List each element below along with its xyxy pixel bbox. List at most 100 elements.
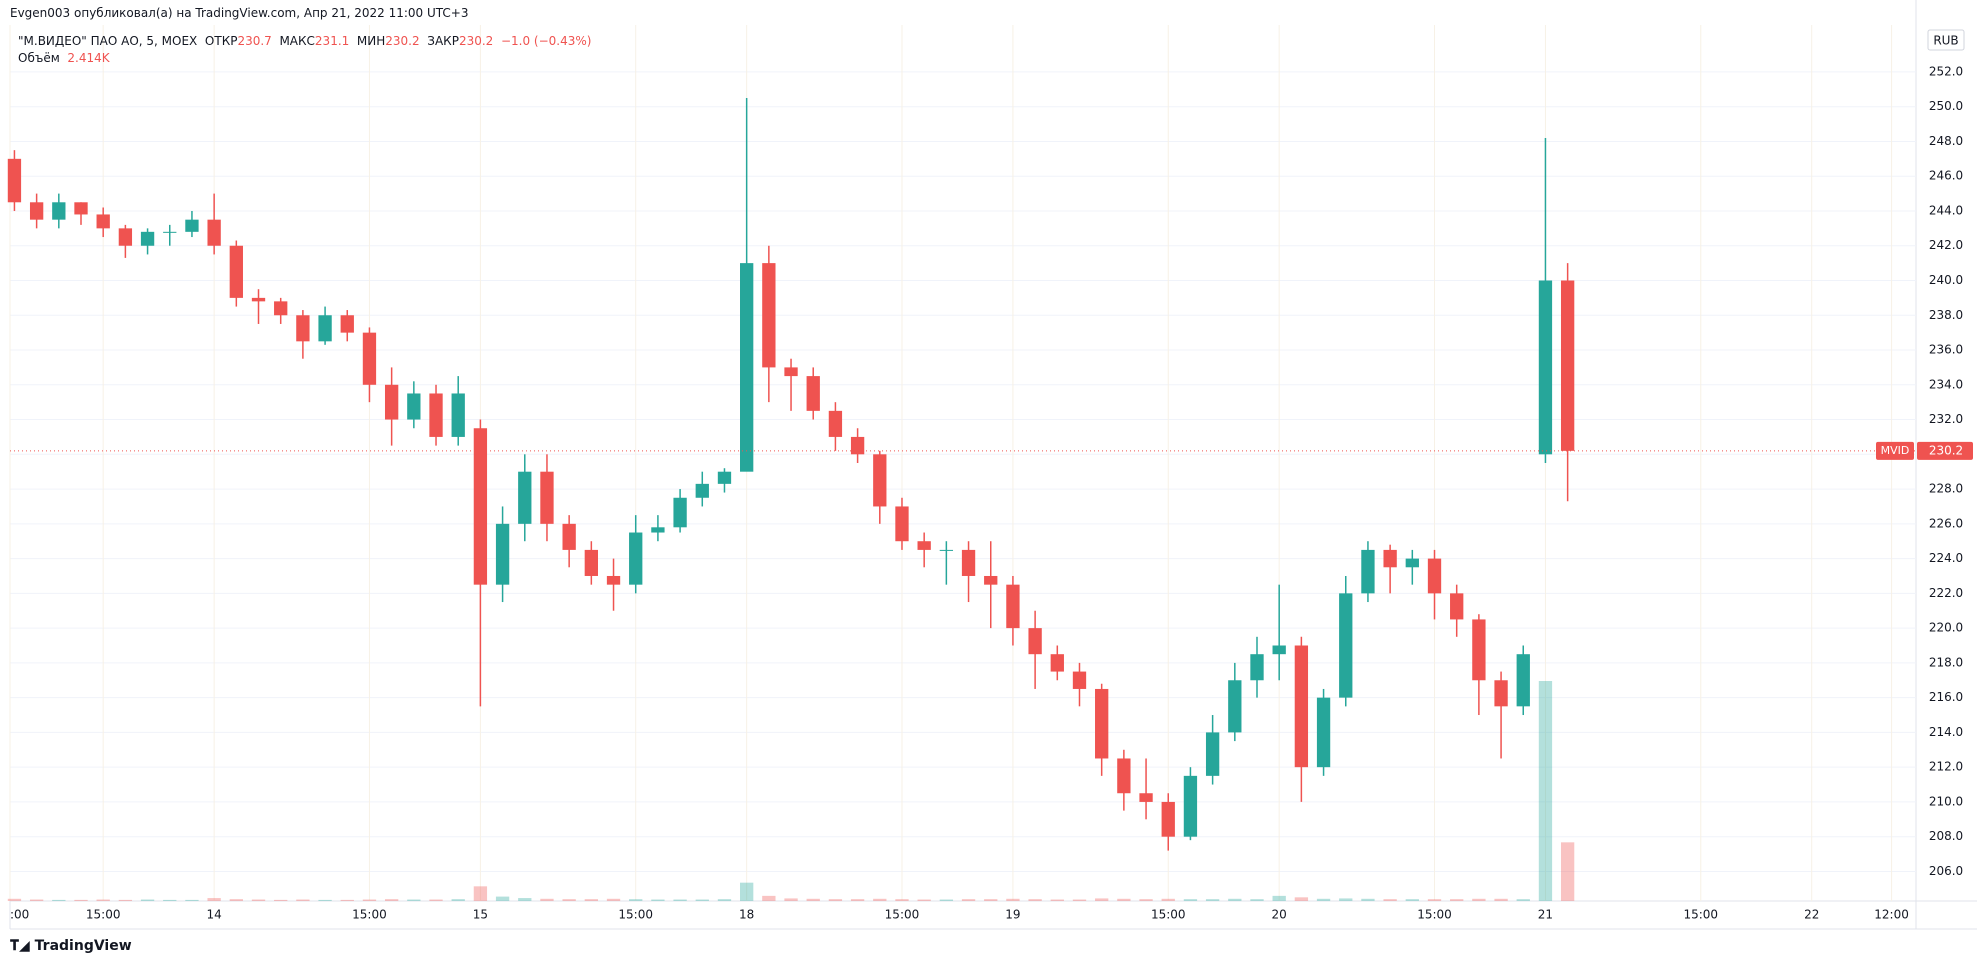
candle-body — [1383, 549, 1397, 568]
x-tick-label: 21 — [1538, 908, 1553, 922]
logo: 𝐓◢ — [10, 938, 30, 954]
volume-bar — [562, 899, 576, 901]
volume-bar — [850, 899, 865, 901]
candle-body — [651, 527, 665, 533]
volume-bar — [7, 898, 22, 901]
y-tick-label: 244.0 — [1929, 203, 1963, 217]
volume-bar — [1472, 898, 1486, 901]
candle-body — [1161, 801, 1175, 837]
brand: TradingView — [34, 938, 132, 954]
y-tick-label: 212.0 — [1929, 760, 1963, 774]
volume-bar — [251, 899, 266, 901]
volume-bar — [540, 898, 554, 901]
volume-bar — [806, 898, 820, 901]
y-tick-label: 222.0 — [1929, 586, 1963, 600]
y-tick-label: 210.0 — [1929, 794, 1963, 808]
candle-body — [695, 483, 709, 498]
candle-body — [473, 428, 488, 585]
volume-bar — [606, 898, 621, 901]
candle-body — [629, 532, 643, 585]
volume-bar — [318, 899, 332, 901]
candle-body — [1250, 654, 1264, 681]
volume-bar — [673, 899, 687, 901]
y-tick-label: 240.0 — [1929, 273, 1963, 287]
candle-body — [1272, 645, 1286, 655]
candle-body — [917, 541, 931, 550]
candle-body — [163, 231, 177, 233]
volume-bar — [1228, 898, 1242, 901]
close-value: 230.2 — [458, 34, 494, 48]
volume-bar — [784, 898, 798, 901]
y-tick-label: 224.0 — [1929, 551, 1963, 565]
candle-body — [251, 297, 266, 302]
y-tick-label: 214.0 — [1929, 725, 1963, 739]
x-tick-label: 15:00 — [1151, 908, 1186, 922]
volume-bar — [384, 899, 399, 901]
candle-body — [407, 393, 421, 420]
volume-bar — [74, 899, 88, 901]
candle-body — [606, 575, 621, 585]
x-tick-label: 15:00 — [885, 908, 920, 922]
candle-body — [1095, 688, 1109, 759]
footer-brand[interactable]: 𝐓◢ TradingView — [10, 938, 132, 954]
candle-body — [584, 549, 598, 576]
candle-body — [1538, 280, 1553, 455]
y-tick-label: 216.0 — [1929, 690, 1963, 704]
candle-body — [1205, 732, 1220, 776]
y-tick-label: 226.0 — [1929, 516, 1963, 530]
candle-body — [1316, 697, 1331, 768]
volume-bar — [96, 899, 110, 901]
y-tick-label: 218.0 — [1929, 655, 1963, 669]
candle-body — [52, 202, 66, 220]
candle-body — [850, 436, 865, 455]
y-tick-label: 236.0 — [1929, 343, 1963, 357]
volume-bar — [1294, 897, 1309, 901]
open-label: ОТКР — [204, 34, 238, 48]
candle-body — [74, 202, 88, 215]
candle-body — [118, 228, 133, 246]
candle-body — [274, 301, 288, 316]
high-value: 231.1 — [314, 34, 350, 48]
candle-body — [1028, 628, 1042, 655]
symbol-tag — [1876, 441, 1914, 460]
volume-bar — [873, 898, 887, 901]
volume-bar — [828, 899, 843, 901]
y-tick-label: 252.0 — [1929, 64, 1963, 78]
volume-bar — [1139, 899, 1153, 901]
legend-row: "М.ВИДЕО" ПАО АО, 5, MOEX ОТКР230.7 МАКС… — [18, 34, 591, 48]
volume-bar — [451, 899, 465, 901]
candle-body — [1427, 558, 1442, 594]
volume-bar — [895, 899, 909, 901]
y-tick-label: 250.0 — [1929, 99, 1963, 113]
volume-bar — [274, 899, 288, 901]
x-tick-label: 15:00 — [618, 908, 653, 922]
volume-bar — [1538, 681, 1553, 901]
volume-bar — [518, 898, 532, 901]
candle-body — [1339, 593, 1353, 698]
candle-body — [740, 263, 754, 472]
x-tick-label: 15:00 — [86, 908, 121, 922]
candle-body — [984, 575, 998, 585]
candle-body — [939, 549, 954, 551]
candle-body — [784, 367, 798, 377]
volume-bar — [29, 899, 44, 901]
candle-body — [961, 549, 976, 576]
candle-body — [185, 219, 199, 232]
candle-body — [1405, 558, 1419, 568]
candle-body — [1183, 775, 1198, 837]
volume-bar — [118, 899, 133, 901]
change: −1.0 (−0.43%) — [500, 34, 592, 48]
candle-body — [895, 506, 909, 542]
volume-bar — [651, 899, 665, 901]
candle-body — [1516, 654, 1530, 707]
volume-bar — [1494, 898, 1508, 901]
candle-body — [762, 263, 776, 368]
candle-body — [362, 332, 377, 385]
volume-bar — [473, 886, 488, 901]
x-tick-label: 19 — [1005, 908, 1020, 922]
x-tick-label: 18 — [739, 908, 754, 922]
volume-bar — [584, 899, 598, 901]
candle-body — [673, 497, 687, 528]
